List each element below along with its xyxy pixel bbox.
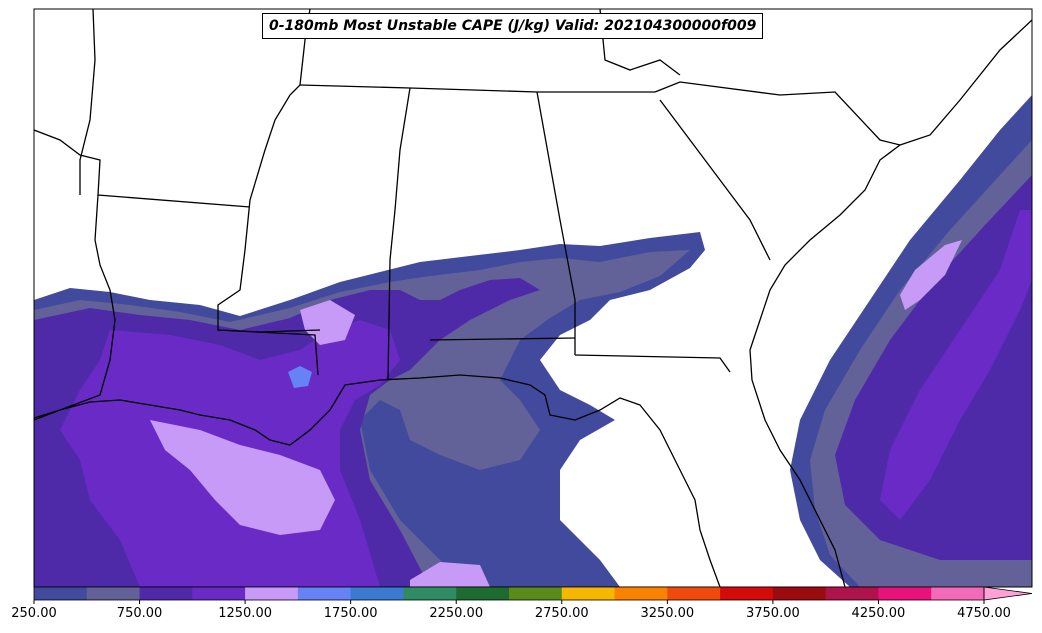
colorbar	[33, 586, 1033, 604]
colorbar-cell	[614, 587, 668, 600]
colorbar-cell	[86, 587, 141, 600]
map-title: 0-180mb Most Unstable CAPE (J/kg) Valid:…	[262, 13, 764, 39]
colorbar-tick-label: 3750.00	[745, 606, 800, 621]
colorbar-cell	[139, 587, 193, 600]
colorbar-cell	[245, 587, 299, 600]
colorbar-tick-label: 750.00	[116, 606, 163, 621]
atlantic-contour-1000	[880, 210, 1032, 520]
colorbar-tick-label: 2750.00	[534, 606, 589, 621]
colorbar-cell	[34, 587, 88, 600]
cape-contour-1250c	[410, 562, 490, 587]
colorbar-tick-label: 1250.00	[218, 606, 272, 621]
cape-contour-1250b	[300, 300, 355, 345]
colorbar-cell	[456, 587, 510, 600]
colorbar-tick-label: 3250.00	[640, 606, 695, 621]
colorbar-tick-label: 250.00	[11, 606, 57, 621]
colorbar-cell	[720, 587, 774, 600]
cape-contour-1250	[150, 420, 335, 535]
colorbar-cell	[509, 587, 563, 600]
colorbar-cell	[561, 587, 616, 600]
colorbar-cell	[403, 587, 457, 600]
state-boundaries	[34, 9, 901, 419]
colorbar-cell	[297, 587, 352, 600]
colorbar-tick-label: 1750.00	[323, 606, 378, 621]
colorbar-cell	[350, 587, 404, 600]
atlantic-contour-750	[835, 175, 1032, 560]
colorbar-cell	[192, 587, 246, 600]
colorbar-cell	[931, 587, 985, 600]
colorbar-extend-arrow	[983, 586, 1033, 601]
colorbar-tick-label: 4750.00	[957, 606, 1011, 621]
atlantic-contour-1250	[900, 240, 962, 310]
cape-contour-1500	[288, 366, 312, 388]
cape-shading	[34, 9, 1032, 587]
colorbar-cell	[825, 587, 879, 600]
colorbar-tick-label: 4250.00	[851, 606, 906, 621]
colorbar-outline	[33, 586, 985, 601]
colorbar-cell	[878, 587, 932, 600]
coastlines	[34, 19, 1032, 587]
colorbar-tick-label: 2250.00	[429, 606, 484, 621]
colorbar-cell	[667, 587, 721, 600]
colorbar-cell	[772, 587, 827, 600]
